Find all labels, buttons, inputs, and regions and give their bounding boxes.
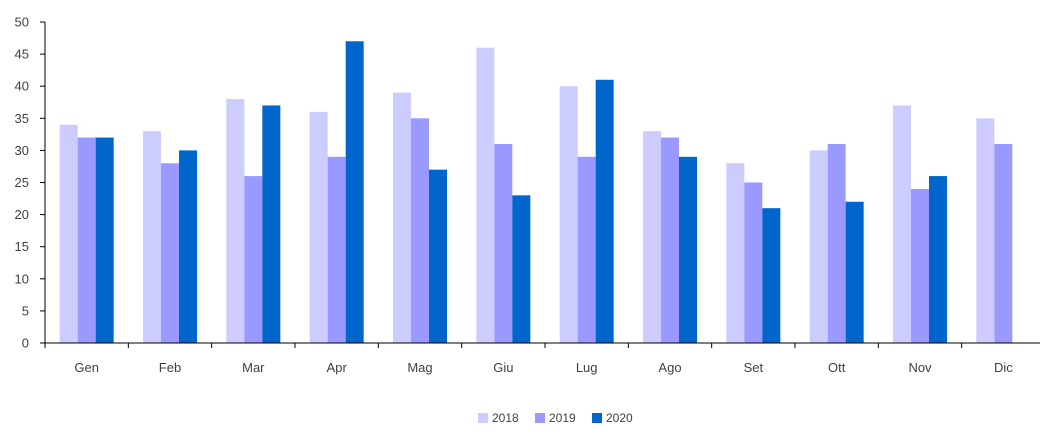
x-category-label: Dic	[994, 360, 1013, 375]
x-category-label: Ago	[658, 360, 681, 375]
bar-2019-dic	[994, 143, 1013, 343]
bar-2019-ago	[661, 137, 679, 343]
bar-2019-apr	[327, 156, 346, 343]
y-tick-label: 50	[15, 15, 29, 30]
y-tick-label: 10	[15, 271, 29, 286]
y-tick-label: 30	[15, 143, 29, 158]
bar-2018-mag	[393, 92, 411, 344]
bar-2020-ott	[845, 201, 864, 343]
x-category-label: Set	[744, 360, 764, 375]
bar-2018-feb	[143, 131, 161, 343]
x-category-label: Gen	[74, 360, 99, 375]
legend-label-2018: 2018	[492, 411, 519, 425]
y-tick-label: 25	[15, 175, 29, 190]
legend-label-2020: 2020	[606, 411, 633, 425]
x-category-label: Apr	[327, 360, 348, 375]
bar-2018-ago	[643, 131, 661, 343]
bar-2018-gen	[59, 124, 78, 343]
x-category-label: Lug	[576, 360, 598, 375]
bar-2019-feb	[161, 163, 179, 343]
x-axis: Gen Feb Mar Apr Mag Giu Lug Ago Set Ott Nov Dic	[44, 342, 1040, 375]
bar-2020-feb	[179, 150, 197, 343]
bar-2020-giu	[512, 195, 531, 343]
bar-2020-lug	[595, 79, 614, 343]
y-tick-label: 45	[15, 47, 29, 62]
bar-2018-set	[726, 163, 745, 343]
bar-2018-ott	[809, 150, 828, 343]
bar-2020-mag	[429, 169, 447, 343]
legend-swatch-2018	[478, 413, 488, 423]
bar-2018-mar	[226, 99, 245, 343]
y-axis: 0 5 10 15 20 25 30 35 40 45 50	[15, 15, 46, 351]
bar-2019-lug	[577, 156, 596, 343]
bar-2018-apr	[309, 111, 328, 343]
x-category-label: Nov	[908, 360, 932, 375]
x-category-label: Giu	[493, 360, 513, 375]
y-tick-label: 35	[15, 111, 29, 126]
bar-2018-dic	[976, 118, 995, 343]
bar-2019-gen	[77, 137, 96, 343]
bars-group	[59, 41, 1013, 344]
legend-swatch-2019	[535, 413, 545, 423]
y-tick-label: 0	[22, 336, 29, 351]
bar-2019-ott	[827, 143, 846, 343]
y-tick-label: 40	[15, 79, 29, 94]
bar-2019-set	[744, 182, 763, 343]
bar-2019-mar	[244, 176, 263, 343]
x-category-label: Mar	[242, 360, 265, 375]
legend-label-2019: 2019	[549, 411, 576, 425]
bar-2018-nov	[893, 105, 911, 344]
legend: 2018 2019 2020	[478, 411, 633, 425]
bar-2020-gen	[95, 137, 114, 343]
legend-swatch-2020	[592, 413, 602, 423]
y-tick-label: 20	[15, 207, 29, 222]
bar-2020-mar	[262, 105, 281, 344]
x-category-label: Feb	[159, 360, 181, 375]
bar-2018-lug	[559, 86, 578, 343]
bar-2020-ago	[679, 156, 697, 343]
x-category-label: Mag	[407, 360, 432, 375]
x-category-label: Ott	[828, 360, 846, 375]
y-tick-label: 15	[15, 239, 29, 254]
bar-2018-giu	[476, 47, 495, 344]
bar-2020-apr	[345, 41, 364, 343]
bar-2019-giu	[494, 143, 513, 343]
bar-2020-set	[762, 208, 781, 343]
bar-2019-nov	[911, 188, 929, 343]
bar-2020-nov	[929, 176, 947, 343]
y-tick-label: 5	[22, 303, 29, 318]
bar-2019-mag	[411, 118, 429, 343]
